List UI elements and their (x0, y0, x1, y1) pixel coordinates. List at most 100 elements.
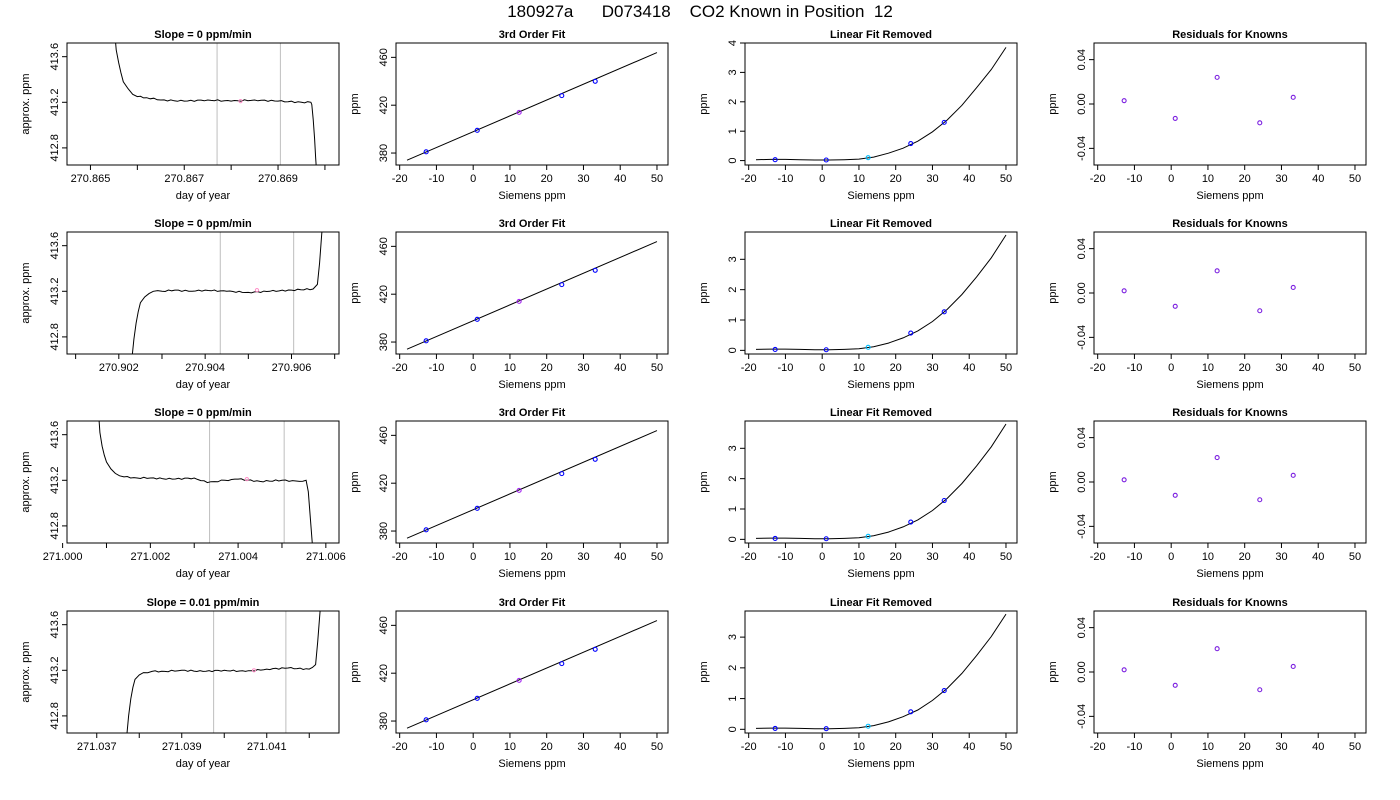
y-tick-label: 420 (378, 664, 390, 682)
data-point (516, 109, 522, 115)
chart-title: Residuals for Knowns (1172, 407, 1288, 419)
x-tick-label: 10 (504, 362, 516, 374)
y-tick-label: 413.6 (49, 421, 61, 449)
x-tick-label: 50 (1000, 551, 1012, 563)
x-tick-label: -20 (741, 551, 757, 563)
x-axis-label: Siemens ppm (1196, 758, 1263, 770)
x-tick-label: 270.865 (71, 173, 111, 185)
data-point (823, 157, 829, 163)
chart-data-layer (755, 234, 1007, 353)
x-tick-label: 10 (1202, 551, 1214, 563)
x-tick-label: 270.906 (272, 362, 312, 374)
x-tick-label: 10 (1202, 362, 1214, 374)
data-point (1172, 492, 1178, 498)
x-tick-label: 10 (504, 173, 516, 185)
y-axis-label: ppm (1047, 471, 1059, 492)
x-tick-label: 50 (1000, 173, 1012, 185)
y-tick-label: 460 (378, 616, 390, 634)
y-tick-label: 1 (727, 317, 739, 323)
chart-panel-cubic: 3rd Order Fit -20 -10 0 10 20 30 40 50 380 420 460 S… (349, 597, 669, 770)
data-point (559, 93, 565, 99)
data-point (516, 487, 522, 493)
x-tick-label: 50 (1000, 362, 1012, 374)
x-tick-label: 30 (577, 173, 589, 185)
fit-curve (755, 423, 1007, 540)
data-point (559, 282, 565, 288)
data-point (823, 347, 829, 353)
x-tick-label: -20 (392, 173, 408, 185)
y-axis-label: approx. ppm (20, 262, 32, 323)
x-tick-label: -20 (1090, 551, 1106, 563)
data-point (474, 316, 480, 322)
y-tick-label: 0.04 (1076, 617, 1088, 638)
x-tick-label: 50 (1349, 362, 1361, 374)
plot-frame (1093, 231, 1367, 355)
y-tick-label: 2 (727, 665, 739, 671)
x-tick-label: 20 (541, 741, 553, 753)
x-tick-label: 0 (470, 551, 476, 563)
data-point (1214, 455, 1220, 461)
x-tick-label: 40 (1312, 551, 1324, 563)
x-tick-label: 30 (1275, 362, 1287, 374)
chart-panel-timeseries: Slope = 0 ppm/min 271.000 271.002 271.004 27… (20, 407, 346, 580)
x-tick-label: 20 (890, 362, 902, 374)
x-tick-label: 40 (963, 362, 975, 374)
y-tick-label: 412.8 (49, 512, 61, 540)
x-tick-label: 30 (577, 551, 589, 563)
x-tick-label: 0 (470, 173, 476, 185)
chart-title: 3rd Order Fit (499, 29, 566, 41)
y-tick-label: 413.6 (49, 232, 61, 260)
mean-marker (251, 668, 257, 673)
x-tick-label: 0 (819, 551, 825, 563)
x-tick-label: -10 (428, 741, 444, 753)
data-point (1257, 308, 1263, 314)
x-tick-label: 10 (504, 551, 516, 563)
data-point (474, 695, 480, 701)
x-tick-label: 20 (541, 173, 553, 185)
data-point (908, 709, 914, 715)
x-tick-label: -10 (1126, 741, 1142, 753)
plot-frame (66, 231, 340, 355)
fit-curve (755, 47, 1007, 161)
chart-panel-cubic: 3rd Order Fit -20 -10 0 10 20 30 40 50 380 420 460 S… (349, 218, 669, 391)
chart-title: Linear Fit Removed (830, 597, 932, 609)
x-tick-label: 20 (1239, 362, 1251, 374)
data-point (516, 677, 522, 683)
data-point (423, 717, 429, 723)
y-tick-label: 0 (727, 726, 739, 732)
chart-title: Linear Fit Removed (830, 407, 932, 419)
chart-panel-linremoved: Linear Fit Removed -20 -10 0 10 20 30 40 50 0 1 2 3 S… (698, 407, 1018, 580)
x-tick-label: -10 (428, 551, 444, 563)
y-tick-label: 413.6 (49, 611, 61, 639)
x-tick-label: -20 (1090, 173, 1106, 185)
x-tick-label: 0 (470, 362, 476, 374)
y-axis-label: ppm (349, 661, 361, 682)
data-point (1121, 477, 1127, 483)
data-point (592, 646, 598, 652)
chart-panel-timeseries: Slope = 0 ppm/min 270.902 270.904 270.906 41… (20, 218, 340, 391)
data-point (1257, 120, 1263, 126)
data-point (772, 346, 778, 352)
data-point (941, 688, 947, 694)
x-tick-label: 20 (1239, 551, 1251, 563)
data-point (1214, 646, 1220, 652)
plot-frame (66, 420, 340, 544)
y-tick-label: 2 (727, 287, 739, 293)
data-point (1214, 74, 1220, 80)
chart-title: Residuals for Knowns (1172, 29, 1288, 41)
x-tick-label: -20 (1090, 741, 1106, 753)
y-tick-label: 460 (378, 48, 390, 66)
x-tick-label: 271.002 (130, 551, 170, 563)
y-tick-label: 413.2 (49, 89, 61, 117)
data-point (823, 536, 829, 542)
x-tick-label: 10 (853, 173, 865, 185)
chart-data-layer (755, 423, 1007, 542)
y-tick-label: 413.2 (49, 657, 61, 685)
plot-frame (744, 610, 1018, 734)
y-tick-label: 3 (727, 69, 739, 75)
x-tick-label: 0 (819, 173, 825, 185)
x-tick-label: 10 (504, 741, 516, 753)
y-tick-label: 460 (378, 426, 390, 444)
fit-line (406, 241, 658, 350)
x-tick-label: 271.006 (306, 551, 346, 563)
